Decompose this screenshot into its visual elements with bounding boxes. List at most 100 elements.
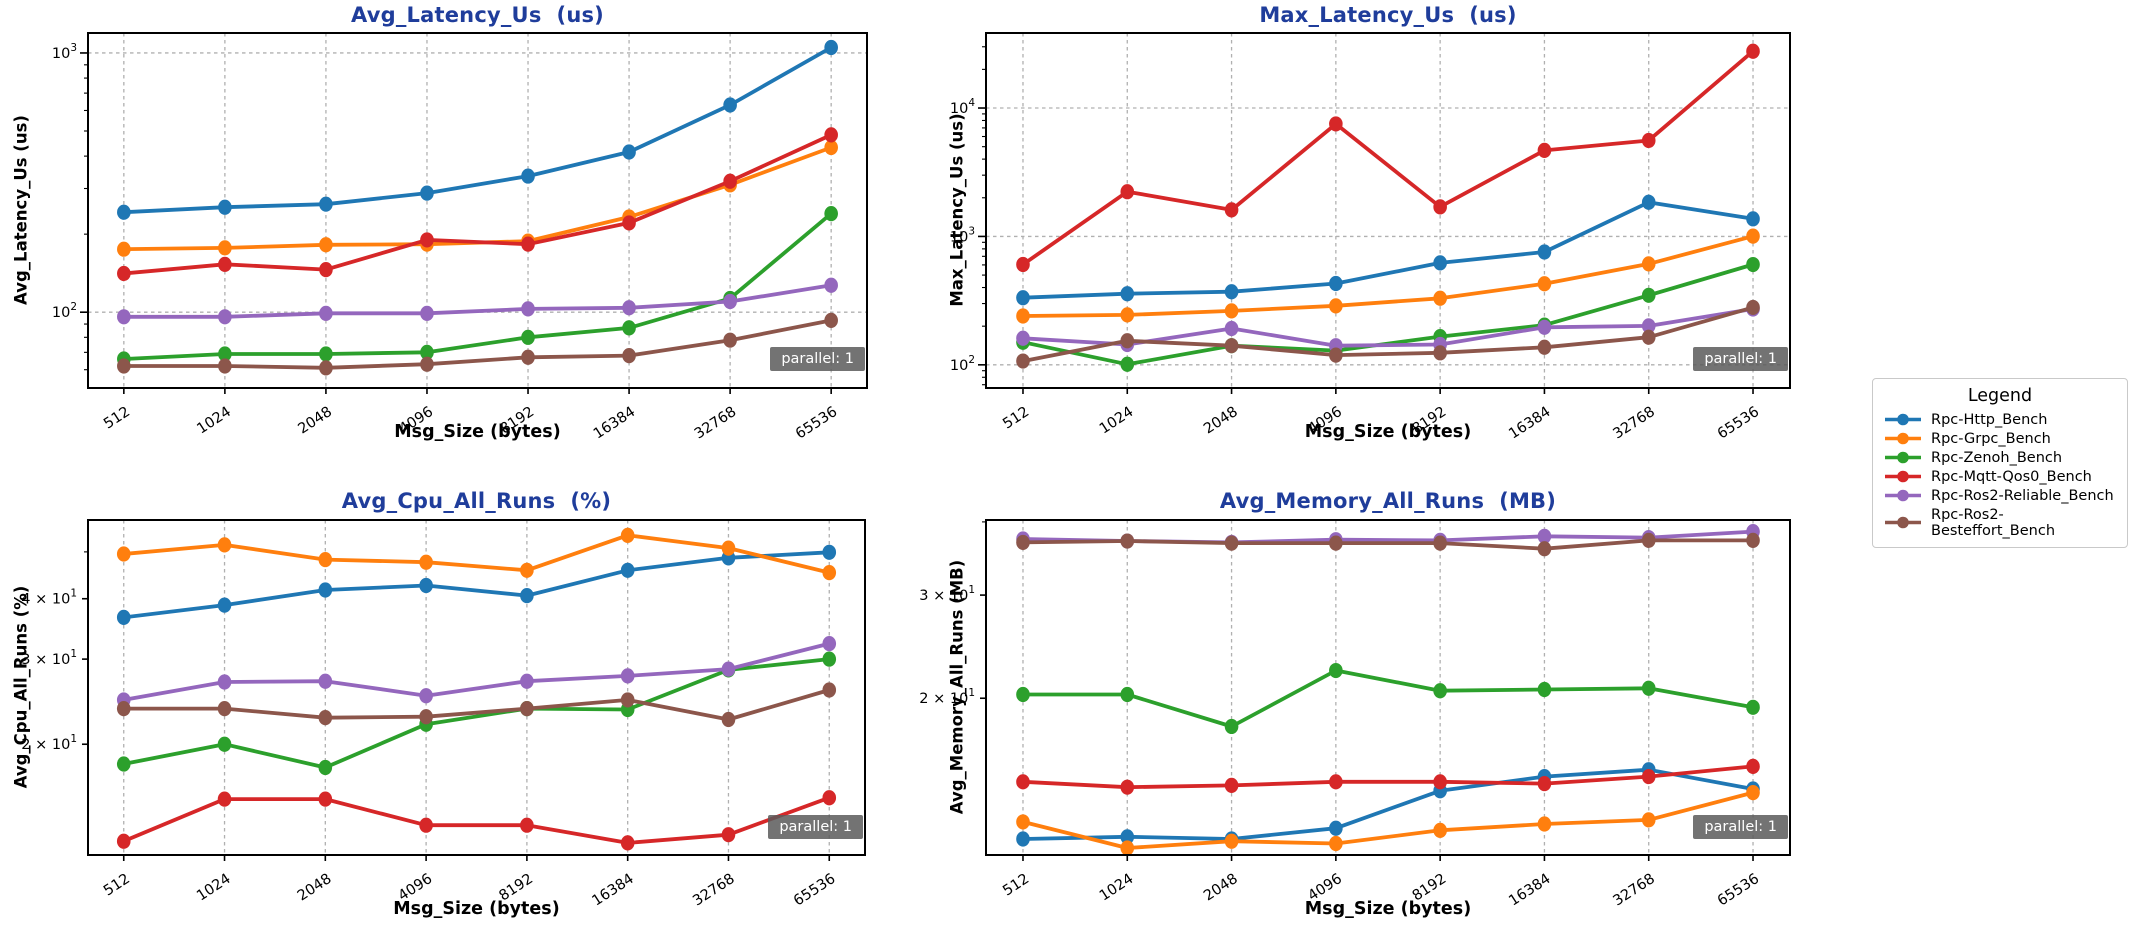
data-point [319,196,333,212]
series-line [1021,305,1755,364]
y-tick-label: 2 × 101 [919,687,975,707]
series-Rpc-Mqtt-Qos0_Bench [1016,758,1760,795]
data-point [824,312,838,328]
data-point [1329,275,1343,292]
data-point [824,39,838,56]
series-line [121,132,834,276]
data-point [822,682,837,698]
series-Rpc-Ros2-Besteffort_Bench [1016,532,1760,557]
legend-item: Rpc-Zenoh_Bench [1873,448,2127,467]
chart-avg-cpu-all-runs: 512 1024 2048 4096 8192 16384 32768 65536 2 × 10… [0,468,930,936]
parallel-badge: parallel: 1 [1693,347,1788,371]
data-point [723,293,737,310]
legend-marker-icon [1885,489,1921,502]
series-Rpc-Http_Bench [116,544,837,625]
data-point [620,692,635,708]
data-point [1537,681,1552,698]
parallel-badge: parallel: 1 [768,815,863,839]
series-Rpc-Http_Bench [1016,194,1760,306]
data-point [1746,43,1760,59]
y-tick-label: 3 × 101 [919,584,975,604]
y-axis-ticks: 2 × 101 3 × 101 4 × 101 [21,551,88,753]
data-point [1537,775,1552,792]
series-Rpc-Http_Bench [117,39,838,220]
data-point [319,237,333,253]
plot-spines [985,32,1791,389]
data-point [117,265,131,282]
data-point [419,577,433,594]
data-point [420,344,434,360]
data-point [419,709,433,725]
y-axis-label: Avg_Memory_All_Runs (MB) [947,559,967,815]
data-point [822,790,837,806]
legend-item: Rpc-Ros2-Besteffort_Bench [1873,505,2127,540]
data-point [419,554,433,570]
legend-item: Rpc-Ros2-Reliable_Bench [1873,486,2127,505]
data-point [1641,329,1656,345]
data-point [620,527,635,543]
legend-item-label: Rpc-Mqtt-Qos0_Bench [1931,468,2092,485]
series-Rpc-Mqtt-Qos0_Bench [1016,43,1760,273]
y-axis-ticks: 102 103 [52,42,88,371]
data-point [1641,287,1656,303]
data-point [1329,298,1343,314]
legend-items: Rpc-Http_Bench Rpc-Grpc_Bench Rpc-Zenoh_Be… [1873,410,2127,540]
data-point [1224,718,1239,735]
series-line [121,795,832,845]
data-point [1224,338,1239,354]
data-point [1016,353,1030,369]
data-point [217,597,232,613]
data-point [1433,774,1447,790]
data-point [622,300,636,316]
data-point [1329,116,1343,132]
legend-item-label: Rpc-Ros2-Besteffort_Bench [1931,506,2056,539]
x-axis-label: Msg_Size (bytes) [1304,422,1472,442]
data-point [1329,535,1343,551]
data-point [1537,244,1552,260]
y-tick-label: 102 [52,301,77,321]
data-point [721,540,736,556]
data-point [620,835,635,851]
data-point [1746,256,1760,273]
series-line [1021,790,1755,850]
data-point [217,674,232,690]
data-point [1224,833,1239,849]
data-point [117,309,131,325]
y-tick-label: 4 × 101 [21,588,77,608]
data-point [1746,211,1760,227]
data-point [723,173,737,189]
data-point [420,185,434,201]
data-point [822,565,837,581]
plot-spines [87,32,868,389]
data-point [218,346,232,362]
data-point [1537,142,1552,158]
data-point [1016,774,1030,790]
data-point [117,358,131,374]
data-point [419,688,433,704]
y-axis-label: Avg_Cpu_All_Runs (%) [11,585,31,789]
data-point [1016,534,1030,551]
data-point [218,240,232,256]
data-point [1224,777,1239,793]
data-point [622,320,636,336]
data-point [520,817,534,833]
data-point [318,673,333,689]
data-point [721,661,736,677]
chart-title: Max_Latency_Us (us) [1259,3,1517,27]
y-axis-label: Max_Latency_Us (us) [947,113,967,307]
series-line [1021,764,1755,790]
legend-marker-icon [1885,432,1921,445]
x-axis-label: Msg_Size (bytes) [1304,899,1472,919]
data-point [1433,199,1447,215]
series-line [1021,234,1755,318]
data-point [318,791,333,807]
data-point [1016,831,1030,847]
data-point [1120,779,1135,795]
legend-item: Rpc-Grpc_Bench [1873,429,2127,448]
chart-title: Avg_Cpu_All_Runs (%) [341,489,612,513]
data-point [822,651,837,667]
data-point [824,139,838,156]
